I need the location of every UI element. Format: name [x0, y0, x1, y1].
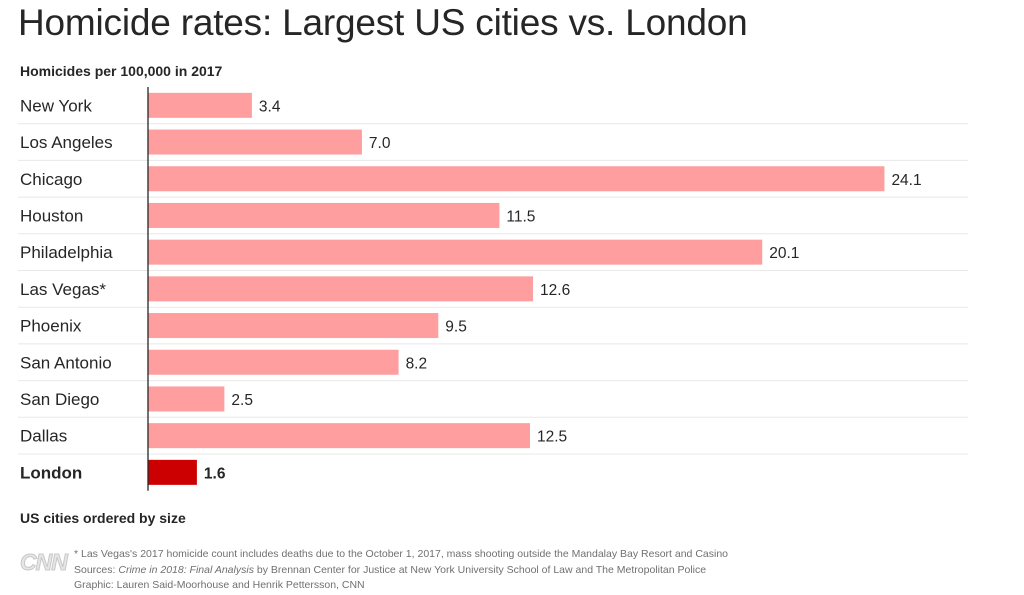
category-label-san-diego: San Diego — [20, 390, 99, 409]
value-label-los-angeles: 7.0 — [369, 135, 391, 152]
category-label-los-angeles: Los Angeles — [20, 133, 113, 152]
category-label-las-vegas: Las Vegas* — [20, 280, 106, 299]
bar-new-york — [148, 92, 252, 118]
bar-london — [148, 459, 197, 485]
bar-san-diego — [148, 386, 225, 412]
value-label-san-antonio: 8.2 — [406, 355, 428, 372]
category-label-dallas: Dallas — [20, 427, 67, 446]
bar-chart: New York 3.4 Los Angeles 7.0 Chicago 24.1 Hous… — [18, 87, 968, 491]
bar-las-vegas — [148, 276, 534, 302]
category-label-houston: Houston — [20, 206, 83, 225]
footnotes: * Las Vegas's 2017 homicide count includ… — [74, 547, 974, 594]
chart-subtitle: Homicides per 100,000 in 2017 — [20, 63, 223, 79]
bar-houston — [148, 202, 500, 228]
sources-rest: by Brennan Center for Justice at New Yor… — [253, 563, 707, 576]
category-label-phoenix: Phoenix — [20, 317, 82, 336]
chart-title: Homicide rates: Largest US cities vs. Lo… — [18, 2, 748, 43]
bar-chicago — [148, 166, 885, 192]
value-label-chicago: 24.1 — [891, 172, 921, 189]
value-label-houston: 11.5 — [506, 208, 535, 225]
value-label-new-york: 3.4 — [259, 98, 281, 115]
footnote-las-vegas: * Las Vegas's 2017 homicide count includ… — [74, 548, 728, 560]
value-label-san-diego: 2.5 — [231, 392, 253, 409]
value-label-phoenix: 9.5 — [445, 319, 467, 336]
category-label-philadelphia: Philadelphia — [20, 243, 113, 262]
value-label-london: 1.6 — [204, 465, 226, 482]
value-label-philadelphia: 20.1 — [769, 245, 799, 262]
category-label-new-york: New York — [20, 96, 92, 115]
bar-san-antonio — [148, 349, 399, 375]
bar-phoenix — [148, 313, 439, 339]
value-label-dallas: 12.5 — [537, 429, 567, 446]
footnote-sources: Sources: Crime in 2018: Final Analysis b… — [74, 563, 974, 579]
value-label-las-vegas: 12.6 — [540, 282, 570, 299]
sources-prefix: Sources: — [74, 563, 119, 576]
category-label-san-antonio: San Antonio — [20, 353, 112, 372]
bar-philadelphia — [148, 239, 763, 265]
sources-title: Crime in 2018: Final Analysis — [118, 563, 254, 576]
bar-los-angeles — [148, 129, 362, 155]
order-note: US cities ordered by size — [20, 510, 186, 526]
bar-dallas — [148, 423, 530, 449]
category-label-chicago: Chicago — [20, 170, 82, 189]
footnote-graphic-credit: Graphic: Lauren Said-Moorhouse and Henri… — [74, 579, 365, 591]
category-label-london: London — [20, 463, 82, 482]
cnn-logo: CNN — [20, 549, 69, 576]
